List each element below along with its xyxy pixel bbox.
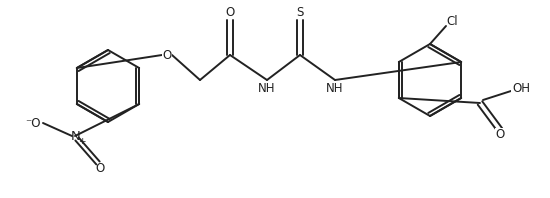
- Text: S: S: [296, 6, 304, 18]
- Text: O: O: [95, 162, 104, 174]
- Text: OH: OH: [512, 82, 530, 94]
- Text: O: O: [162, 49, 172, 62]
- Text: +: +: [78, 136, 86, 146]
- Text: ⁻O: ⁻O: [25, 116, 41, 129]
- Text: O: O: [226, 6, 235, 18]
- Text: N: N: [71, 129, 81, 143]
- Text: O: O: [496, 129, 505, 142]
- Text: Cl: Cl: [446, 14, 458, 28]
- Text: NH: NH: [326, 82, 344, 94]
- Text: NH: NH: [258, 82, 276, 94]
